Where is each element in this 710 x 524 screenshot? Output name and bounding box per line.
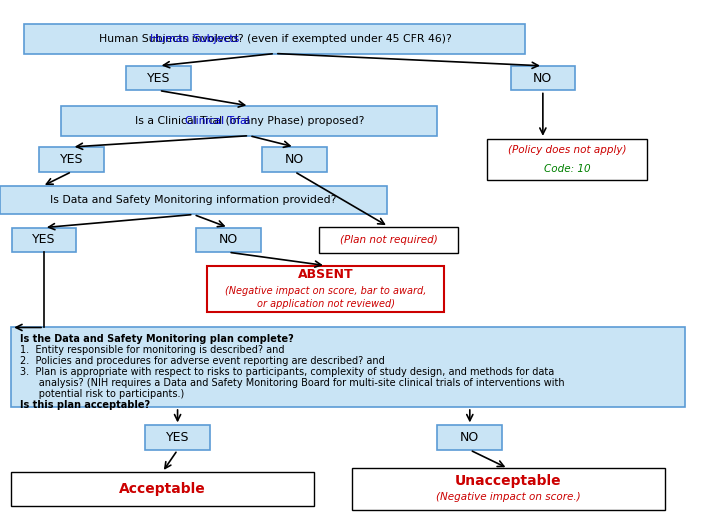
Text: (Policy does not apply): (Policy does not apply) xyxy=(508,145,626,155)
Text: 1.  Entity responsible for monitoring is described? and: 1. Entity responsible for monitoring is … xyxy=(20,345,284,355)
FancyBboxPatch shape xyxy=(510,66,575,91)
FancyBboxPatch shape xyxy=(207,266,444,312)
Text: 3.  Plan is appropriate with respect to risks to participants, complexity of stu: 3. Plan is appropriate with respect to r… xyxy=(20,367,554,377)
Text: YES: YES xyxy=(60,153,84,166)
Text: 2.  Policies and procedures for adverse event reporting are described? and: 2. Policies and procedures for adverse e… xyxy=(20,356,384,366)
Text: YES: YES xyxy=(166,431,190,444)
FancyBboxPatch shape xyxy=(437,425,502,450)
FancyBboxPatch shape xyxy=(25,24,525,53)
FancyBboxPatch shape xyxy=(11,472,314,506)
Text: NO: NO xyxy=(460,431,479,444)
Text: (Negative impact on score.): (Negative impact on score.) xyxy=(436,492,580,502)
Text: Is the Data and Safety Monitoring plan complete?: Is the Data and Safety Monitoring plan c… xyxy=(20,334,293,344)
Text: Is this plan acceptable?: Is this plan acceptable? xyxy=(20,400,150,410)
Text: Unacceptable: Unacceptable xyxy=(455,474,562,488)
Text: Human Subjects: Human Subjects xyxy=(150,34,239,43)
Text: Code: 10: Code: 10 xyxy=(544,163,591,173)
Text: ABSENT: ABSENT xyxy=(298,268,354,281)
Text: NO: NO xyxy=(285,153,304,166)
Text: analysis? (NIH requires a Data and Safety Monitoring Board for multi-site clinic: analysis? (NIH requires a Data and Safet… xyxy=(20,378,564,388)
FancyBboxPatch shape xyxy=(11,328,685,407)
FancyBboxPatch shape xyxy=(61,106,437,136)
FancyBboxPatch shape xyxy=(351,468,665,509)
FancyBboxPatch shape xyxy=(196,227,261,252)
FancyBboxPatch shape xyxy=(319,226,458,253)
Text: Clinical Trial: Clinical Trial xyxy=(185,116,250,126)
Text: YES: YES xyxy=(32,233,55,246)
Text: Is Data and Safety Monitoring information provided?: Is Data and Safety Monitoring informatio… xyxy=(50,195,337,205)
Text: NO: NO xyxy=(219,233,238,246)
FancyBboxPatch shape xyxy=(40,147,104,172)
FancyBboxPatch shape xyxy=(1,186,387,214)
FancyBboxPatch shape xyxy=(11,227,77,252)
Text: potential risk to participants.): potential risk to participants.) xyxy=(20,389,184,399)
FancyBboxPatch shape xyxy=(487,139,648,180)
Text: (Negative impact on score, bar to award,: (Negative impact on score, bar to award, xyxy=(225,286,427,296)
Text: or application not reviewed): or application not reviewed) xyxy=(257,299,395,309)
FancyBboxPatch shape xyxy=(126,66,191,91)
Text: NO: NO xyxy=(533,72,552,85)
Text: YES: YES xyxy=(147,72,170,85)
Text: (Plan not required): (Plan not required) xyxy=(339,235,437,245)
Text: Is a Clinical Trial (of any Phase) proposed?: Is a Clinical Trial (of any Phase) propo… xyxy=(135,116,364,126)
FancyBboxPatch shape xyxy=(146,425,210,450)
Text: Acceptable: Acceptable xyxy=(119,482,206,496)
Text: Human Subjects involved? (even if exempted under 45 CFR 46)?: Human Subjects involved? (even if exempt… xyxy=(99,34,452,43)
FancyBboxPatch shape xyxy=(262,147,327,172)
